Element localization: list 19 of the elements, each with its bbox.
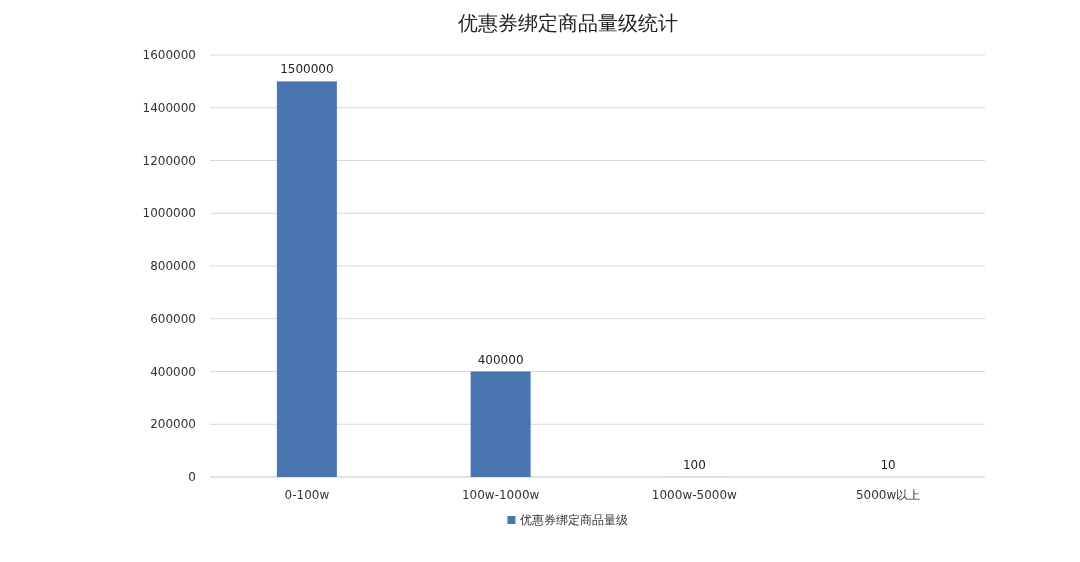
x-tick-label: 1000w-5000w — [651, 488, 738, 502]
data-label: 10 — [880, 458, 896, 472]
y-tick-label: 400000 — [150, 364, 196, 379]
y-tick-label: 1600000 — [142, 48, 196, 62]
data-label: 400000 — [477, 352, 524, 367]
y-tick-label: 600000 — [150, 311, 196, 326]
data-label: 1500000 — [280, 62, 334, 77]
y-tick-label: 200000 — [150, 417, 196, 432]
y-tick-label: 800000 — [150, 259, 196, 273]
y-tick-label: 1400000 — [142, 100, 196, 115]
chart-title: 优惠券绑定商品量级统计 — [457, 11, 678, 35]
y-tick-label: 1000000 — [142, 206, 196, 221]
data-label: 100 — [682, 457, 706, 472]
y-tick-label: 0 — [188, 470, 196, 484]
x-tick-label: 0-100w — [284, 488, 330, 502]
x-tick-label: 5000w以上 — [855, 488, 921, 502]
legend-label: 优惠券绑定商品量级 — [519, 513, 628, 527]
x-tick-label: 100w-1000w — [461, 488, 540, 502]
y-tick-label: 1200000 — [142, 153, 196, 168]
